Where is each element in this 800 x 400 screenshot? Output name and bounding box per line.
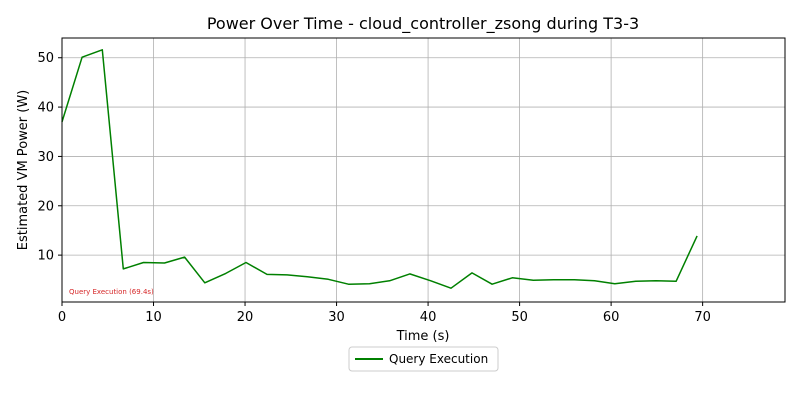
series-line-query-execution [61, 49, 698, 289]
x-tick-label: 60 [603, 310, 620, 325]
x-tick-label: 40 [420, 310, 437, 325]
x-tick-label: 0 [58, 310, 66, 325]
legend-box [348, 346, 499, 372]
y-tick-label: 30 [37, 150, 54, 165]
query-execution-annotation: Query Execution (69.4s) [69, 288, 154, 296]
chart-title: Power Over Time - cloud_controller_zsong… [207, 14, 639, 34]
plot-frame [61, 37, 786, 303]
x-tick-label: 50 [511, 310, 528, 325]
grid [61, 38, 785, 302]
y-axis-label: Estimated VM Power (W) [16, 90, 31, 250]
x-axis-label: Time (s) [396, 329, 450, 344]
x-tick-label: 70 [694, 310, 711, 325]
y-axis: 10 20 30 40 50 [37, 51, 62, 264]
y-tick-label: 20 [37, 199, 54, 214]
x-tick-label: 10 [145, 310, 162, 325]
y-tick-label: 50 [37, 51, 54, 66]
y-tick-label: 10 [37, 249, 54, 264]
y-tick-label: 40 [37, 101, 54, 116]
series-layer [61, 49, 698, 289]
x-tick-label: 20 [237, 310, 254, 325]
x-tick-label: 30 [328, 310, 345, 325]
legend: Query Execution [348, 346, 499, 372]
legend-label-query-execution: Query Execution [389, 352, 488, 366]
x-axis: 0 10 20 30 40 50 60 70 [58, 302, 711, 325]
